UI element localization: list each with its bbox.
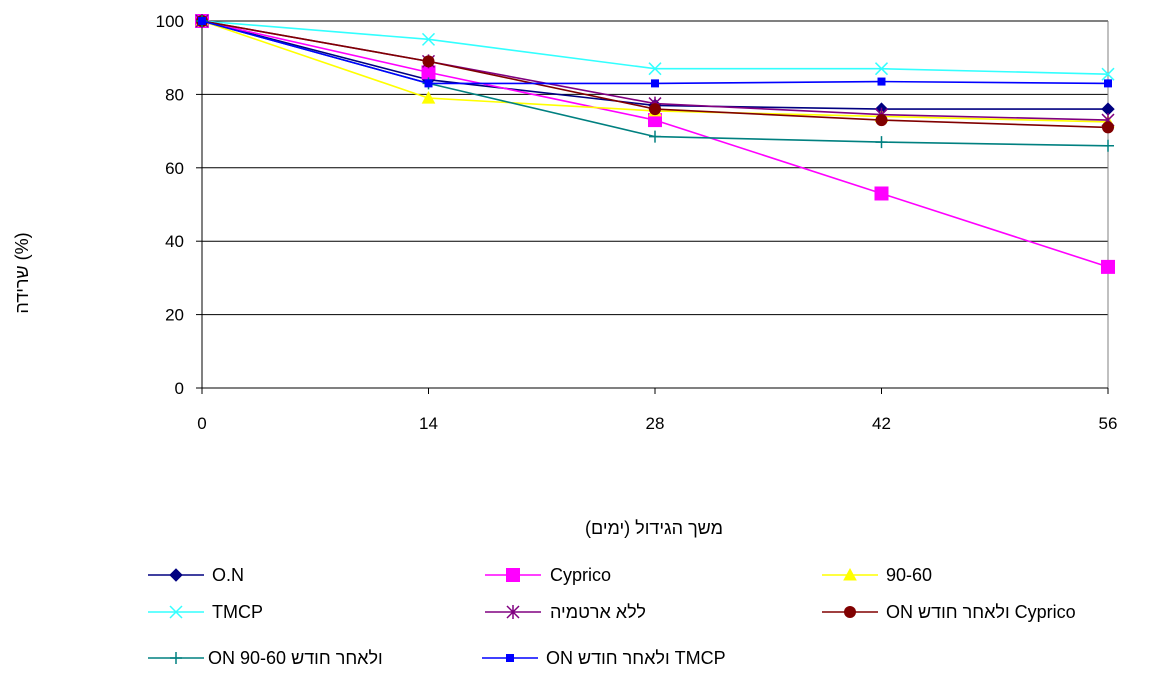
y-tick-label: 60 — [165, 159, 184, 178]
data-point — [1102, 121, 1114, 134]
legend-label: 90-60 — [886, 565, 932, 585]
legend-marker — [170, 652, 182, 664]
series-line — [201, 20, 1109, 76]
y-tick-label: 80 — [165, 85, 184, 104]
data-point — [1101, 67, 1115, 81]
x-tick-label: 56 — [1099, 414, 1118, 433]
legend-item-2: Cyprico — [485, 565, 611, 585]
legend-marker — [169, 605, 183, 619]
series-6 — [196, 15, 1114, 134]
data-point — [875, 136, 888, 149]
legend-marker — [844, 606, 856, 618]
plot-area — [202, 20, 1109, 388]
legend-item-6: ON ולאחר חודש Cyprico — [822, 602, 1076, 622]
data-point — [651, 79, 659, 88]
data-point — [421, 32, 436, 46]
data-point — [648, 113, 662, 128]
x-tick-label: 42 — [872, 414, 891, 433]
legend-item-7: ON ולאחר חודש 90-60 — [148, 648, 383, 668]
y-tick-label: 0 — [175, 379, 184, 398]
data-point — [649, 103, 661, 116]
legend-marker — [506, 654, 514, 662]
legend-label: TMCP — [212, 602, 263, 622]
y-axis-title: שרידה (%) — [12, 232, 32, 313]
legend-item-8: ON ולאחר חודש TMCP — [482, 648, 726, 668]
data-point — [875, 114, 888, 127]
y-axis: 0 20 40 60 80 100 — [156, 12, 203, 398]
data-point — [198, 17, 206, 25]
series-4 — [195, 14, 1115, 81]
y-tick-label: 100 — [156, 12, 184, 31]
legend-marker — [169, 568, 183, 582]
y-tick-label: 20 — [165, 306, 184, 325]
legend-item-1: O.N — [148, 565, 244, 585]
series-line — [201, 20, 1108, 110]
legend: O.N Cyprico 90-60 TMCP ללא ארטמיה ON ולאחר חו… — [148, 565, 1076, 668]
data-point — [649, 130, 661, 143]
data-point — [424, 79, 433, 88]
legend-label: ON ולאחר חודש 90-60 — [208, 648, 383, 668]
x-tick-label: 28 — [646, 414, 665, 433]
x-tick-label: 0 — [197, 414, 206, 433]
data-point — [1101, 259, 1115, 274]
series-2 — [195, 14, 1115, 274]
legend-item-4: TMCP — [148, 602, 263, 622]
legend-item-5: ללא ארטמיה — [485, 602, 646, 622]
data-point — [421, 91, 436, 104]
legend-label: Cyprico — [550, 565, 611, 585]
data-point — [1104, 79, 1112, 88]
legend-label: ON ולאחר חודש TMCP — [546, 648, 726, 668]
legend-item-3: 90-60 — [822, 565, 932, 585]
data-point — [874, 62, 889, 76]
data-point — [874, 186, 889, 201]
series-layer — [195, 13, 1115, 274]
x-tick-label: 14 — [419, 414, 438, 433]
data-point — [422, 55, 435, 68]
data-point — [1102, 139, 1114, 152]
legend-label: ON ולאחר חודש Cyprico — [886, 602, 1076, 622]
x-axis: 0 14 28 42 56 — [197, 387, 1118, 433]
data-point — [648, 62, 662, 76]
legend-marker — [506, 605, 520, 619]
legend-label: ללא ארטמיה — [550, 602, 646, 622]
data-point — [877, 77, 886, 86]
legend-marker — [843, 567, 857, 581]
series-8 — [198, 17, 1112, 88]
legend-marker — [506, 568, 520, 582]
legend-label: O.N — [212, 565, 244, 585]
y-tick-label: 40 — [165, 232, 184, 251]
data-point — [421, 65, 436, 80]
x-axis-title: משך הגידול (ימים) — [585, 518, 723, 538]
